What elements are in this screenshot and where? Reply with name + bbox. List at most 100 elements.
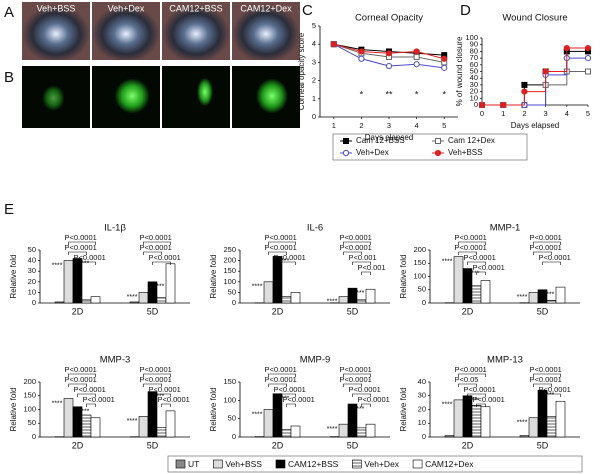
chart-title: MMP-3 xyxy=(100,355,131,366)
panel-label: D xyxy=(460,2,471,19)
legend-label: Veh+BSS xyxy=(225,459,262,469)
x-tick-label: 2 xyxy=(522,109,526,118)
bar xyxy=(147,281,158,304)
legend-marker xyxy=(434,149,442,157)
p-value: P<0.0001 xyxy=(149,253,181,262)
point xyxy=(563,44,570,52)
y-tick-label: 20 xyxy=(28,277,36,286)
x-tick-label: 1 xyxy=(332,121,336,130)
bar xyxy=(147,391,158,438)
y-tick-label: 20 xyxy=(418,404,426,413)
bar xyxy=(63,398,74,438)
x-axis-label: Days elapsed xyxy=(365,133,413,142)
bracket xyxy=(277,393,296,397)
y-axis-label: Relative fold xyxy=(209,254,218,298)
bracket xyxy=(343,373,371,377)
y-tick-label: 200 xyxy=(223,256,236,265)
y-tick-label: 100 xyxy=(465,33,478,42)
y-tick-label: 30 xyxy=(28,266,36,275)
bracket xyxy=(68,251,87,255)
legend-swatch xyxy=(175,459,186,469)
bracket xyxy=(286,403,296,407)
bar xyxy=(54,301,65,304)
p-value: P<0.0001 xyxy=(65,233,97,242)
image-label: CAM12+Dex xyxy=(240,3,292,13)
bar xyxy=(519,435,530,438)
y-tick-label: 60 xyxy=(470,60,478,69)
y-tick-label: 0 xyxy=(474,100,478,109)
significance: **** xyxy=(252,411,263,418)
point xyxy=(358,55,365,62)
legend-marker xyxy=(342,149,350,157)
p-value: P<0.0001 xyxy=(530,233,562,242)
bracket xyxy=(542,393,561,397)
x-tick-label: 5D xyxy=(147,306,159,316)
y-tick-label: 1 xyxy=(312,94,316,103)
panel-a-images: Veh+BSS Veh+Dex CAM12+BSS CAM12+Dex xyxy=(22,2,300,60)
bracket xyxy=(68,241,96,245)
legend-label: CAM12+Dex xyxy=(425,459,474,469)
bar xyxy=(338,423,349,438)
eye-image xyxy=(22,2,90,60)
point xyxy=(441,55,448,62)
x-tick-label: 5 xyxy=(442,121,446,130)
bar xyxy=(290,292,301,304)
significance: **** xyxy=(544,392,555,399)
significance: **** xyxy=(79,409,90,416)
legend-label: UT xyxy=(188,459,199,469)
significance: **** xyxy=(469,398,480,405)
chart-title: Corneal Opacity xyxy=(355,13,423,24)
point xyxy=(413,48,420,55)
y-axis-label: Relative fold xyxy=(9,254,18,298)
x-tick-label: 5D xyxy=(347,440,359,450)
x-axis-label: Days elapsed xyxy=(511,121,559,130)
y-tick-label: 100 xyxy=(413,271,426,280)
p-value: P<0.0001 xyxy=(358,395,390,404)
chart-title: MMP-13 xyxy=(487,355,523,366)
p-value: P<0.0001 xyxy=(265,365,297,374)
bar xyxy=(90,296,101,304)
significance: **** xyxy=(354,406,365,413)
legend-marker xyxy=(435,138,441,144)
y-tick-label: 150 xyxy=(413,258,426,267)
bar xyxy=(290,425,301,438)
legend-label: Veh+Dex xyxy=(364,459,399,469)
legend-swatch xyxy=(213,459,223,469)
bracket xyxy=(533,373,561,377)
x-tick-label: 4 xyxy=(415,121,419,130)
y-tick-label: 0 xyxy=(232,298,236,307)
y-tick-label: 50 xyxy=(228,414,236,423)
significance: **** xyxy=(517,420,528,427)
bar xyxy=(555,400,566,438)
point xyxy=(542,68,549,75)
bracket xyxy=(458,251,477,255)
significance: ** xyxy=(385,89,393,99)
y-tick-label: 100 xyxy=(223,277,236,286)
x-tick-label: 5D xyxy=(537,440,549,450)
x-tick-label: 5 xyxy=(586,109,590,118)
bar xyxy=(546,300,557,304)
stain xyxy=(108,74,152,118)
y-tick-label: 2 xyxy=(312,76,316,85)
bar-legend-box xyxy=(167,455,583,473)
bar xyxy=(281,429,292,438)
panel-b-images xyxy=(22,66,300,128)
legend-label: CAM12+BSS xyxy=(288,459,339,469)
x-tick-label: 2D xyxy=(462,440,474,450)
significance: **** xyxy=(127,294,138,301)
significance: **** xyxy=(52,400,63,407)
x-tick-label: 4 xyxy=(565,109,569,118)
y-axis-label: Relative fold xyxy=(9,387,18,431)
p-value: P<0.0001 xyxy=(349,385,381,394)
bracket xyxy=(467,261,486,265)
y-tick-label: 150 xyxy=(223,266,236,275)
y-axis-label: Corneal opacity score xyxy=(297,32,306,110)
x-tick-label: 5D xyxy=(537,306,549,316)
point xyxy=(521,81,528,88)
significance: **** xyxy=(517,294,528,301)
bracket xyxy=(476,403,486,407)
y-tick-label: 30 xyxy=(470,80,478,89)
x-tick-label: 2D xyxy=(72,440,84,450)
point xyxy=(441,64,448,71)
y-tick-label: 10 xyxy=(418,418,426,427)
